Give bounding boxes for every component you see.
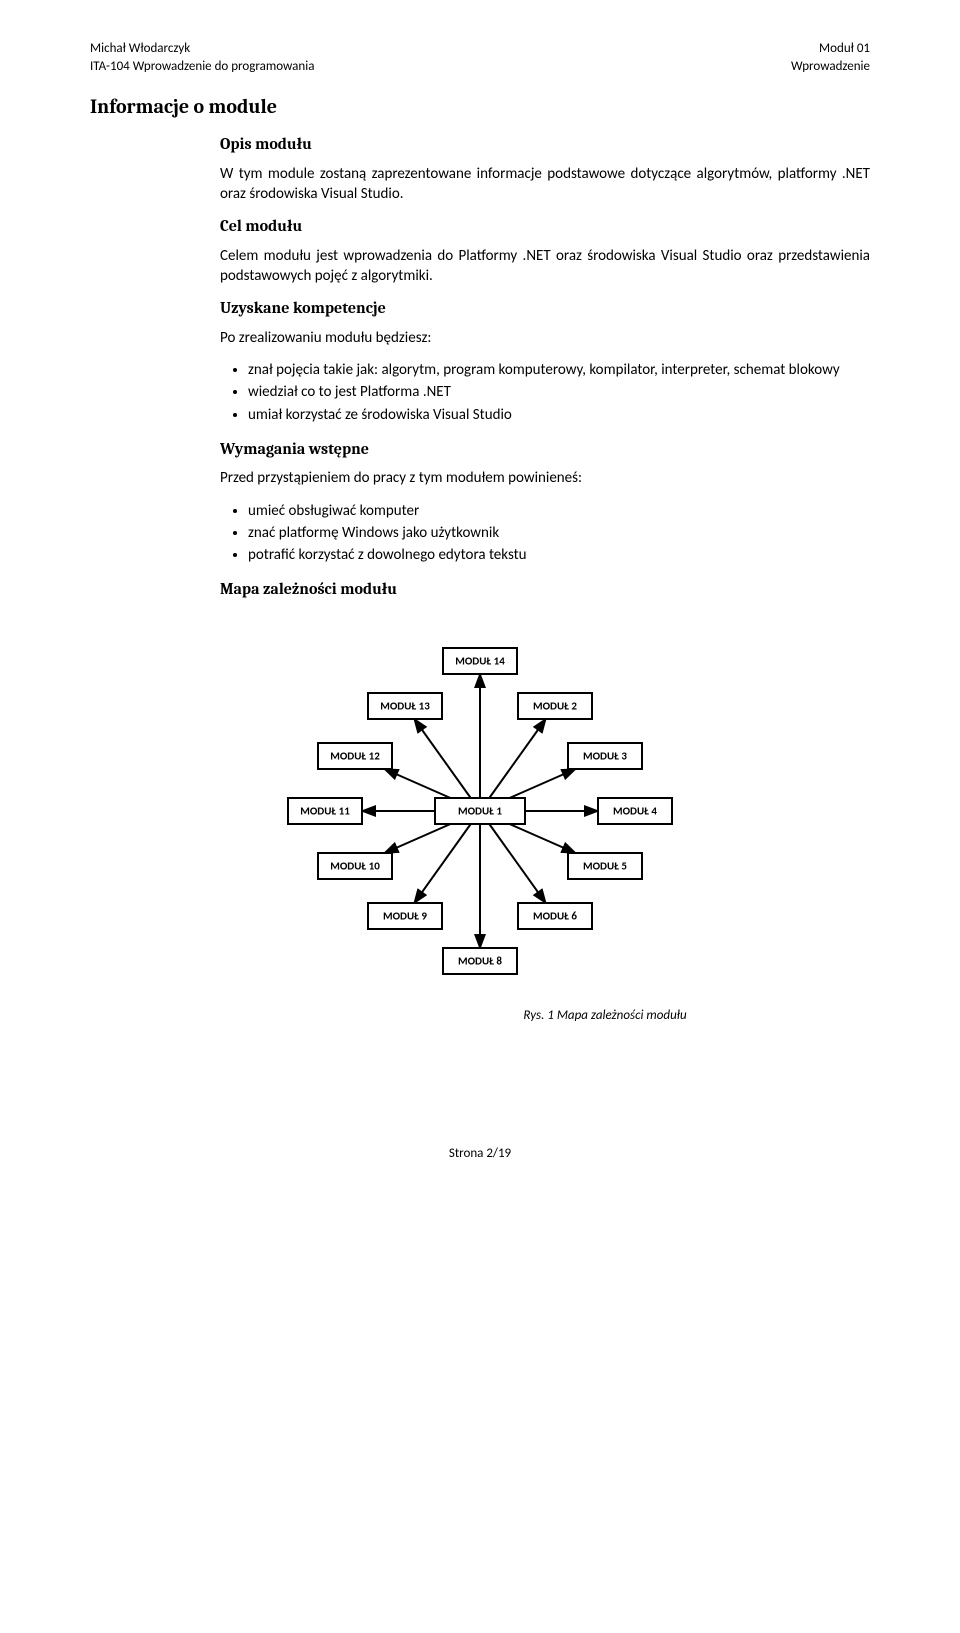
- wymagania-list: umieć obsługiwać komputer znać platformę…: [220, 501, 870, 566]
- kompetencje-heading: Uzyskane kompetencje: [220, 298, 870, 320]
- svg-text:MODUŁ 2: MODUŁ 2: [533, 700, 577, 713]
- list-item: potrafić korzystać z dowolnego edytora t…: [248, 545, 870, 565]
- svg-text:MODUŁ 14: MODUŁ 14: [455, 655, 505, 668]
- wymagania-heading: Wymagania wstępne: [220, 439, 870, 461]
- svg-text:MODUŁ 10: MODUŁ 10: [330, 860, 380, 873]
- svg-text:MODUŁ 13: MODUŁ 13: [380, 700, 430, 713]
- svg-text:MODUŁ 1: MODUŁ 1: [458, 805, 502, 818]
- svg-text:MODUŁ 4: MODUŁ 4: [613, 805, 657, 818]
- list-item: znać platformę Windows jako użytkownik: [248, 523, 870, 543]
- list-item: umiał korzystać ze środowiska Visual Stu…: [248, 405, 870, 425]
- page-footer: Strona 2/19: [90, 1145, 870, 1163]
- kompetencje-intro: Po zrealizowaniu modułu będziesz:: [220, 328, 870, 348]
- diagram-caption: Rys. 1 Mapa zależności modułu: [90, 1007, 870, 1025]
- header-topic: Wprowadzenie: [791, 58, 870, 76]
- diagram-container: MODUŁ 1 MODUŁ 14 MODUŁ 13 MODUŁ 2 MODUŁ 12 MO…: [90, 631, 870, 1001]
- cel-heading: Cel modułu: [220, 216, 870, 238]
- section-title: Informacje o module: [90, 93, 870, 120]
- svg-text:MODUŁ 5: MODUŁ 5: [583, 860, 627, 873]
- header-module: Moduł 01: [791, 40, 870, 58]
- mapa-heading: Mapa zależności modułu: [220, 579, 870, 601]
- svg-text:MODUŁ 9: MODUŁ 9: [383, 910, 427, 923]
- list-item: znał pojęcia takie jak: algorytm, progra…: [248, 360, 870, 380]
- svg-text:MODUŁ 12: MODUŁ 12: [330, 750, 380, 763]
- wymagania-intro: Przed przystąpieniem do pracy z tym modu…: [220, 468, 870, 488]
- kompetencje-list: znał pojęcia takie jak: algorytm, progra…: [220, 360, 870, 425]
- list-item: umieć obsługiwać komputer: [248, 501, 870, 521]
- list-item: wiedział co to jest Platforma .NET: [248, 382, 870, 402]
- svg-text:MODUŁ 8: MODUŁ 8: [458, 955, 502, 968]
- opis-heading: Opis modułu: [220, 134, 870, 156]
- header-course: ITA-104 Wprowadzenie do programowania: [90, 58, 314, 76]
- cel-para: Celem modułu jest wprowadzenia do Platfo…: [220, 246, 870, 287]
- module-dependency-diagram: MODUŁ 1 MODUŁ 14 MODUŁ 13 MODUŁ 2 MODUŁ 12 MO…: [255, 631, 705, 1001]
- opis-para: W tym module zostaną zaprezentowane info…: [220, 164, 870, 205]
- content-body: Opis modułu W tym module zostaną zapreze…: [90, 134, 870, 601]
- svg-text:MODUŁ 11: MODUŁ 11: [300, 805, 350, 818]
- svg-text:MODUŁ 3: MODUŁ 3: [583, 750, 627, 763]
- header-author: Michał Włodarczyk: [90, 40, 314, 58]
- page-header: Michał Włodarczyk ITA-104 Wprowadzenie d…: [90, 40, 870, 75]
- svg-text:MODUŁ 6: MODUŁ 6: [533, 910, 577, 923]
